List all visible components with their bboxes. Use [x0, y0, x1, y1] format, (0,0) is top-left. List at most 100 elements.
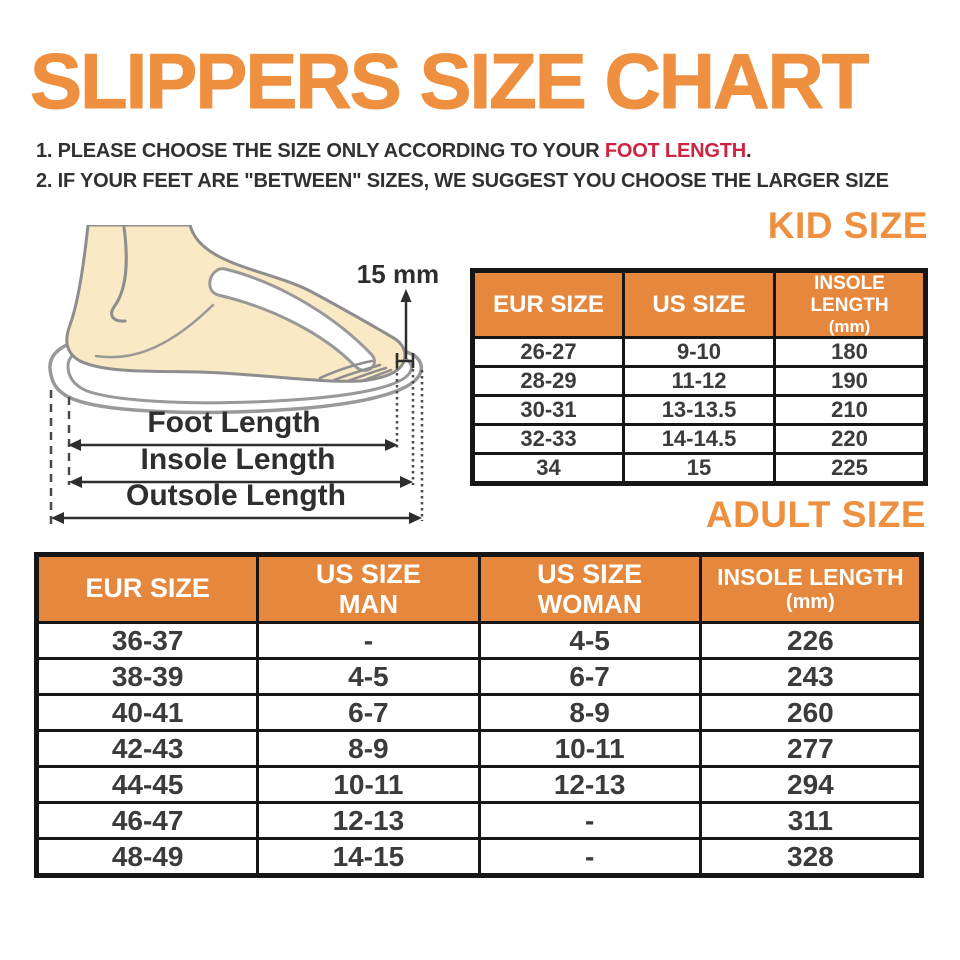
table-cell: 15	[622, 452, 776, 486]
gap-annotation: 15 mm	[357, 259, 439, 368]
adult-size-table: EUR SIZE US SIZE MAN US SIZE WOMAN INSOL…	[34, 552, 924, 878]
arch-line	[94, 303, 215, 359]
table-row: 40-41 6-7 8-9 260	[34, 693, 924, 732]
header-label: INSOLE LENGTH	[810, 273, 889, 316]
table-row: 42-43 8-9 10-11 277	[34, 729, 924, 768]
table-cell: 190	[773, 365, 927, 398]
gap-label: 15 mm	[357, 259, 439, 289]
table-row: 46-47 12-13 - 311	[34, 801, 924, 840]
table-cell: 42-43	[34, 729, 260, 768]
table-cell: 4-5	[256, 657, 481, 696]
kid-header-row: EUR SIZE US SIZE INSOLE LENGTH (mm)	[471, 268, 927, 340]
header-label: EUR SIZE	[493, 290, 604, 318]
table-cell: 12-13	[256, 801, 481, 840]
table-cell: -	[477, 837, 702, 877]
table-cell: 46-47	[34, 801, 260, 840]
instruction-line-1: 1. PLEASE CHOOSE THE SIZE ONLY ACCORDING…	[36, 136, 889, 166]
instruction-1-text: 1. PLEASE CHOOSE THE SIZE ONLY ACCORDING…	[36, 140, 605, 162]
table-cell: 30-31	[471, 394, 625, 427]
table-cell: 4-5	[477, 621, 702, 660]
header-label: MAN	[338, 588, 398, 619]
adult-header-insole-length: INSOLE LENGTH (mm)	[698, 553, 924, 624]
table-cell: 13-13.5	[622, 394, 776, 427]
kid-header-us-size: US SIZE	[622, 268, 776, 340]
table-cell: -	[477, 801, 702, 840]
outsole-length-label: Outsole Length	[126, 479, 346, 512]
foot-length-arrow: Foot Length	[68, 406, 398, 451]
table-cell: 10-11	[477, 729, 702, 768]
table-cell: 48-49	[34, 837, 260, 877]
header-unit: (mm)	[785, 590, 835, 613]
table-cell: 328	[698, 837, 924, 877]
table-cell: 9-10	[622, 336, 776, 369]
table-cell: 8-9	[256, 729, 481, 768]
table-row: 36-37 - 4-5 226	[34, 621, 924, 660]
table-cell: 38-39	[34, 657, 260, 696]
table-cell: 11-12	[622, 365, 776, 398]
kid-header-insole-length: INSOLE LENGTH (mm)	[773, 268, 927, 340]
table-cell: 180	[773, 336, 927, 369]
table-cell: 8-9	[477, 693, 702, 732]
instruction-1-period: .	[745, 140, 752, 162]
kid-size-heading: KID SIZE	[767, 205, 928, 246]
table-row: 28-29 11-12 190	[471, 365, 927, 398]
header-label: US SIZE	[315, 558, 421, 589]
adult-header-eur-size: EUR SIZE	[34, 553, 260, 624]
insole-length-label: Insole Length	[141, 443, 336, 476]
table-cell: 311	[698, 801, 924, 840]
table-cell: 210	[773, 394, 927, 427]
table-row: 48-49 14-15 - 328	[34, 837, 924, 877]
foot-measurement-illustration: 15 mm Foot Length Insole Length Outsole …	[48, 225, 439, 527]
foot-length-highlight: FOOT LENGTH	[604, 140, 746, 162]
table-cell: 6-7	[477, 657, 702, 696]
table-cell: 220	[773, 423, 927, 456]
table-cell: 44-45	[34, 765, 260, 804]
table-cell: 226	[698, 621, 924, 660]
table-cell: 6-7	[256, 693, 481, 732]
instructions: 1. PLEASE CHOOSE THE SIZE ONLY ACCORDING…	[36, 136, 889, 196]
kid-header-eur-size: EUR SIZE	[471, 268, 625, 340]
outsole-length-arrow: Outsole Length	[51, 479, 422, 524]
table-cell: 243	[698, 657, 924, 696]
table-row: 26-27 9-10 180	[471, 336, 927, 369]
instruction-line-2: 2. IF YOUR FEET ARE "BETWEEN" SIZES, WE …	[36, 170, 889, 192]
table-cell: 225	[773, 452, 927, 486]
table-cell: 10-11	[256, 765, 481, 804]
table-cell: 14-15	[256, 837, 481, 877]
table-cell: 36-37	[34, 621, 260, 660]
adult-header-row: EUR SIZE US SIZE MAN US SIZE WOMAN INSOL…	[34, 553, 924, 624]
guide-lines-dotted	[395, 355, 424, 521]
foot-length-label: Foot Length	[147, 406, 320, 439]
adult-size-heading: ADULT SIZE	[705, 494, 926, 535]
header-label: US SIZE	[537, 558, 643, 589]
header-unit: (mm)	[828, 316, 871, 336]
table-row: 30-31 13-13.5 210	[471, 394, 927, 427]
table-cell: 26-27	[471, 336, 625, 369]
insole-length-arrow: Insole Length	[69, 443, 413, 488]
ankle-line	[110, 225, 128, 323]
table-row: 34 15 225	[471, 452, 927, 486]
kid-size-table: EUR SIZE US SIZE INSOLE LENGTH (mm) 26-2…	[470, 268, 928, 487]
adult-header-us-size-man: US SIZE MAN	[256, 553, 481, 624]
table-cell: 14-14.5	[622, 423, 776, 456]
table-cell: 12-13	[477, 765, 702, 804]
toe-lines	[318, 359, 393, 383]
header-label: INSOLE LENGTH	[717, 564, 904, 591]
table-cell: 260	[698, 693, 924, 732]
table-cell: 277	[698, 729, 924, 768]
guide-lines-dashed	[49, 390, 71, 527]
header-label: EUR SIZE	[85, 573, 210, 604]
table-cell: -	[256, 621, 481, 660]
table-row: 38-39 4-5 6-7 243	[34, 657, 924, 696]
table-row: 32-33 14-14.5 220	[471, 423, 927, 456]
header-label: WOMAN	[537, 588, 642, 619]
adult-header-us-size-woman: US SIZE WOMAN	[477, 553, 702, 624]
table-cell: 40-41	[34, 693, 260, 732]
table-cell: 28-29	[471, 365, 625, 398]
header-label: US SIZE	[652, 290, 746, 318]
table-cell: 34	[471, 452, 625, 486]
page-title: SLIPPERS SIZE CHART	[29, 37, 869, 125]
table-row: 44-45 10-11 12-13 294	[34, 765, 924, 804]
table-cell: 32-33	[471, 423, 625, 456]
